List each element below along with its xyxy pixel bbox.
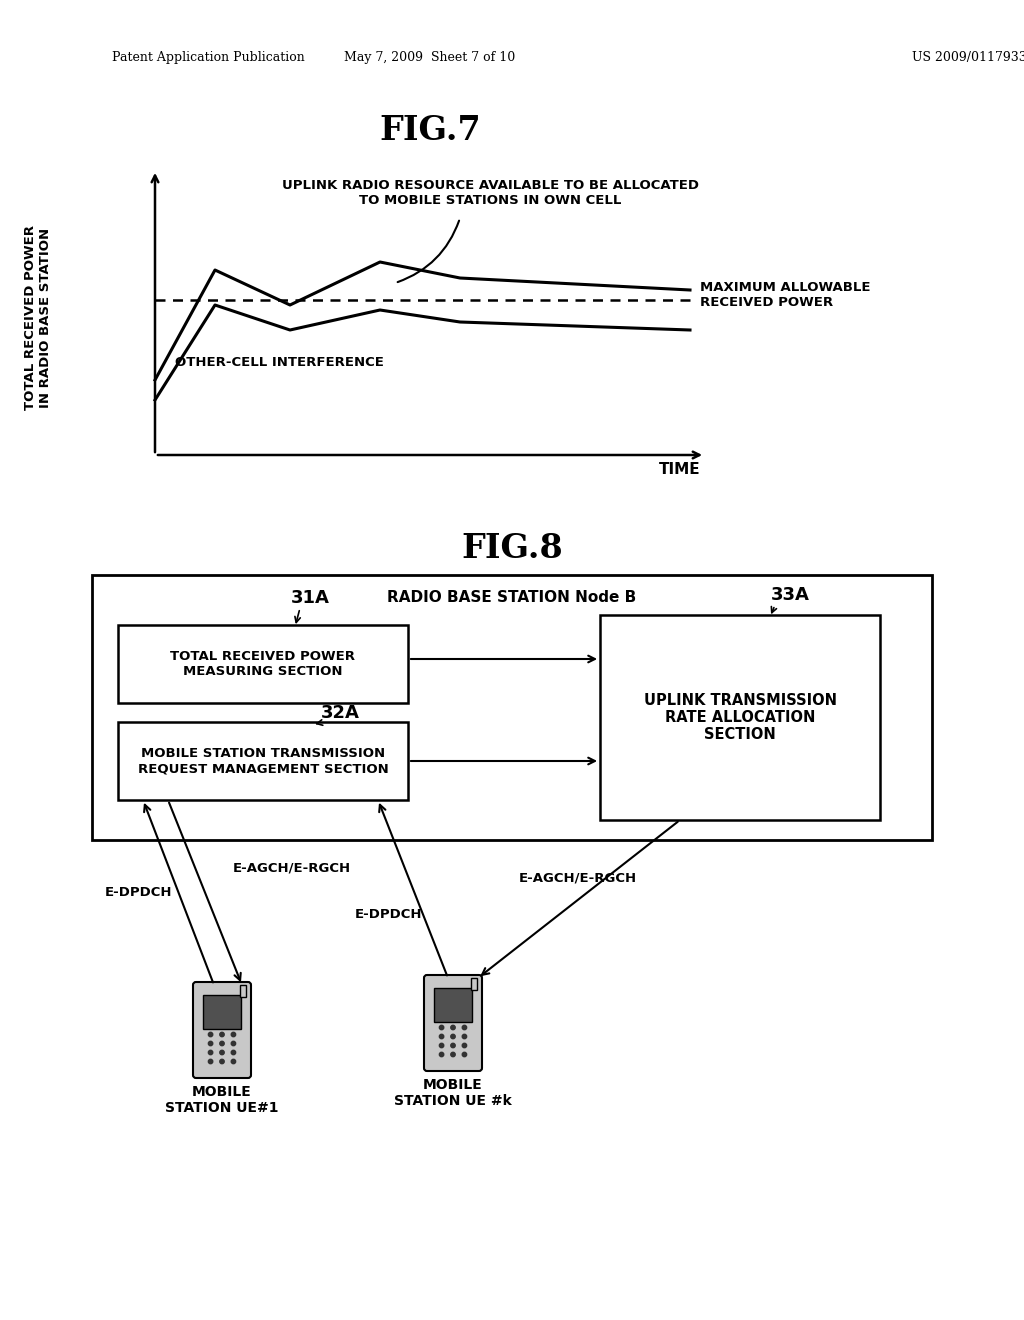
Bar: [118, 722, 408, 800]
Circle shape: [462, 1043, 467, 1048]
Text: FIG.7: FIG.7: [379, 114, 481, 147]
Circle shape: [208, 1032, 213, 1036]
Circle shape: [231, 1059, 236, 1064]
Text: 33A: 33A: [771, 586, 809, 605]
Text: E-DPDCH: E-DPDCH: [354, 908, 422, 921]
Circle shape: [462, 1035, 467, 1039]
Circle shape: [231, 1041, 236, 1045]
Circle shape: [439, 1052, 443, 1057]
Text: OTHER-CELL INTERFERENCE: OTHER-CELL INTERFERENCE: [175, 356, 384, 370]
Bar: [600, 615, 880, 820]
Text: MOBILE STATION TRANSMISSION
REQUEST MANAGEMENT SECTION: MOBILE STATION TRANSMISSION REQUEST MANA…: [137, 747, 388, 775]
Circle shape: [439, 1026, 443, 1030]
FancyBboxPatch shape: [193, 982, 251, 1078]
Text: TOTAL RECEIVED POWER
IN RADIO BASE STATION: TOTAL RECEIVED POWER IN RADIO BASE STATI…: [24, 226, 52, 411]
Circle shape: [462, 1026, 467, 1030]
Text: FIG.8: FIG.8: [461, 532, 563, 565]
Circle shape: [208, 1051, 213, 1055]
Bar: [92, 576, 932, 840]
Text: 31A: 31A: [291, 589, 330, 607]
Text: E-AGCH/E-RGCH: E-AGCH/E-RGCH: [232, 862, 351, 874]
Circle shape: [451, 1035, 456, 1039]
Bar: [240, 985, 246, 997]
Circle shape: [208, 1059, 213, 1064]
Circle shape: [208, 1041, 213, 1045]
Text: UPLINK RADIO RESOURCE AVAILABLE TO BE ALLOCATED
TO MOBILE STATIONS IN OWN CELL: UPLINK RADIO RESOURCE AVAILABLE TO BE AL…: [282, 180, 698, 207]
Bar: [204, 995, 241, 1030]
Bar: [434, 987, 472, 1022]
Circle shape: [220, 1051, 224, 1055]
Text: MAXIMUM ALLOWABLE
RECEIVED POWER: MAXIMUM ALLOWABLE RECEIVED POWER: [700, 281, 870, 309]
Text: 32A: 32A: [321, 704, 359, 722]
Text: US 2009/0117933 A1: US 2009/0117933 A1: [912, 51, 1024, 65]
Circle shape: [439, 1035, 443, 1039]
Text: TIME: TIME: [659, 462, 700, 478]
Text: E-AGCH/E-RGCH: E-AGCH/E-RGCH: [519, 871, 637, 884]
Circle shape: [451, 1026, 456, 1030]
Text: MOBILE
STATION UE#1: MOBILE STATION UE#1: [165, 1085, 279, 1115]
Text: TOTAL RECEIVED POWER
MEASURING SECTION: TOTAL RECEIVED POWER MEASURING SECTION: [171, 649, 355, 678]
FancyBboxPatch shape: [424, 975, 482, 1071]
Circle shape: [439, 1043, 443, 1048]
Text: UPLINK TRANSMISSION
RATE ALLOCATION
SECTION: UPLINK TRANSMISSION RATE ALLOCATION SECT…: [643, 693, 837, 742]
Circle shape: [462, 1052, 467, 1057]
Circle shape: [220, 1059, 224, 1064]
Text: May 7, 2009  Sheet 7 of 10: May 7, 2009 Sheet 7 of 10: [344, 51, 516, 65]
Circle shape: [231, 1051, 236, 1055]
Circle shape: [451, 1043, 456, 1048]
Text: E-DPDCH: E-DPDCH: [104, 887, 172, 899]
Circle shape: [451, 1052, 456, 1057]
Circle shape: [220, 1032, 224, 1036]
Text: RADIO BASE STATION Node B: RADIO BASE STATION Node B: [387, 590, 637, 605]
Text: Patent Application Publication: Patent Application Publication: [112, 51, 305, 65]
Bar: [118, 624, 408, 704]
Circle shape: [220, 1041, 224, 1045]
Bar: [471, 978, 477, 990]
Text: MOBILE
STATION UE #k: MOBILE STATION UE #k: [394, 1078, 512, 1109]
Circle shape: [231, 1032, 236, 1036]
